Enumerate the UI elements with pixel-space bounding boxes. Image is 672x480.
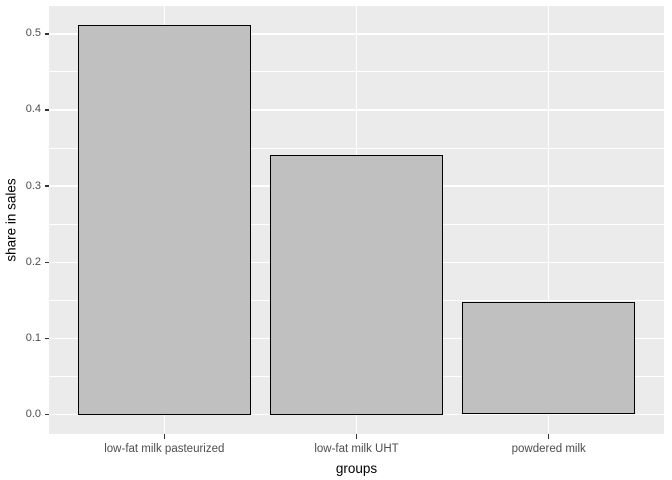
y-tick [44, 33, 49, 35]
x-axis-title: groups [335, 461, 378, 476]
x-tick [163, 434, 166, 439]
y-tick [44, 337, 49, 340]
y-tick [44, 413, 49, 416]
x-tick [355, 434, 358, 439]
x-tick [547, 434, 550, 439]
x-gridline-major [547, 6, 550, 434]
y-tick-label: 0.3 [25, 179, 41, 192]
y-tick [44, 261, 49, 263]
y-tick [44, 109, 49, 111]
y-tick-label: 0.0 [25, 408, 41, 420]
bar-powdered-milk [462, 301, 636, 415]
y-tick-label: 0.5 [25, 27, 41, 40]
bar-low-fat-milk-uht [270, 154, 443, 415]
y-axis-title: share in sales [3, 178, 19, 262]
y-tick [44, 185, 49, 187]
x-tick-label: low-fat milk pasteurized [104, 443, 225, 455]
y-tick-label: 0.4 [25, 103, 41, 116]
x-tick-label: powdered milk [511, 443, 586, 455]
bar-low-fat-milk-pasteurized [77, 25, 251, 415]
y-tick-label: 0.2 [25, 255, 41, 268]
y-tick-label: 0.1 [25, 331, 41, 344]
x-tick-label: low-fat milk UHT [314, 443, 399, 455]
